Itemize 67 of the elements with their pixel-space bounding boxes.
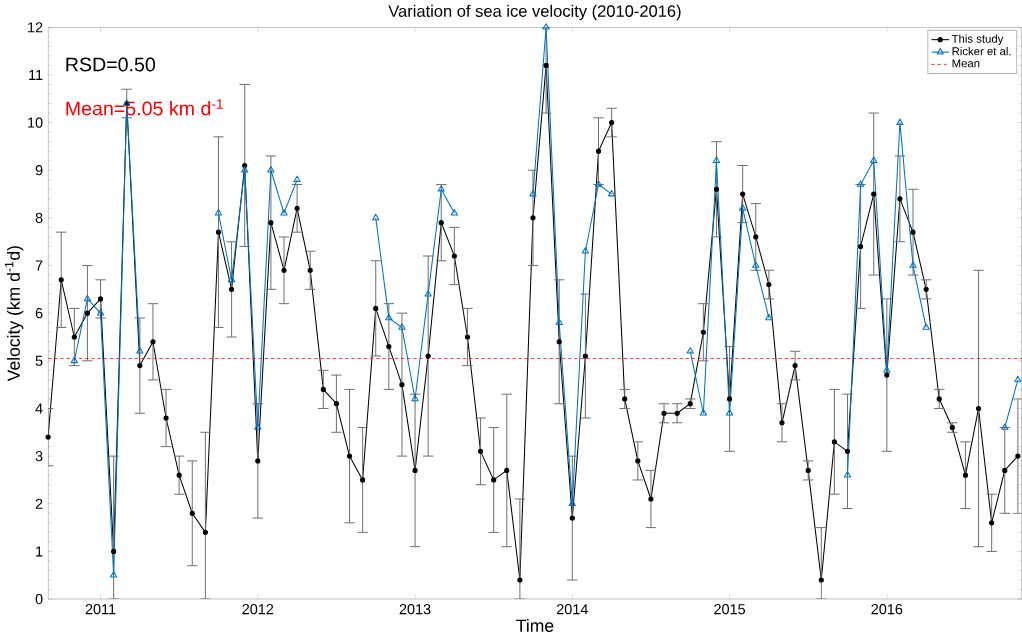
chart-title: Variation of sea ice velocity (2010-2016) <box>388 4 681 21</box>
y-tick-label: 3 <box>35 451 43 462</box>
point <box>372 213 380 221</box>
point <box>555 318 563 326</box>
x-tick-label: 2016 <box>871 604 903 615</box>
point <box>581 247 590 254</box>
legend-label: This study <box>951 34 1004 46</box>
point <box>83 294 92 302</box>
x-tick-label: 2015 <box>714 604 746 615</box>
x-tick-label: 2012 <box>242 604 274 615</box>
point <box>594 180 603 187</box>
x-tick-label: 2011 <box>85 604 116 615</box>
point <box>424 290 432 297</box>
point <box>1014 375 1022 383</box>
point <box>450 209 459 216</box>
point <box>437 185 445 192</box>
point <box>699 409 707 416</box>
point <box>293 175 301 183</box>
point <box>136 347 144 354</box>
point <box>856 180 865 187</box>
point <box>1001 423 1009 431</box>
point <box>686 347 694 354</box>
point <box>712 156 721 164</box>
legend-label: Ricker et al. <box>952 47 1011 56</box>
y-tick-label: 5 <box>35 355 43 367</box>
point <box>214 209 223 216</box>
point <box>241 166 249 173</box>
y-tick-label: 4 <box>35 403 43 414</box>
y-tick-label: 7 <box>35 260 43 271</box>
point <box>568 499 576 507</box>
y-tick-label: 6 <box>35 308 43 319</box>
point <box>739 204 747 211</box>
y-tick-label: 8 <box>35 212 43 224</box>
point <box>529 190 537 197</box>
point <box>70 356 78 364</box>
legend-label: Mean <box>952 59 980 68</box>
y-tick-label: 1 <box>36 546 43 557</box>
point <box>227 275 236 283</box>
point <box>385 313 393 321</box>
y-axis-title: Velocity (km d$^{-1}$d) <box>4 246 24 382</box>
x-axis-title: Time <box>516 619 554 633</box>
y-tick-label: 2 <box>35 498 43 509</box>
point <box>922 323 930 330</box>
annotation: RSD=0.50 <box>66 57 156 72</box>
point <box>883 366 891 373</box>
point <box>280 209 288 216</box>
point <box>607 190 616 197</box>
point <box>542 23 550 30</box>
point <box>909 261 917 269</box>
y-tick-label: 11 <box>29 70 43 81</box>
point <box>109 571 118 578</box>
y-tick-label: 10 <box>28 117 43 128</box>
y-tick-label: 12 <box>28 22 43 33</box>
y-tick-label: 9 <box>35 165 43 176</box>
x-tick-label: 2014 <box>556 604 588 615</box>
point <box>870 156 878 164</box>
point <box>398 323 406 330</box>
point <box>254 423 262 431</box>
point <box>267 166 275 173</box>
y-tick-label: 0 <box>35 594 43 605</box>
x-tick-label: 2013 <box>399 604 431 615</box>
point <box>843 471 852 478</box>
point <box>725 409 734 416</box>
point <box>765 313 773 321</box>
point <box>96 309 105 316</box>
point <box>896 118 904 126</box>
point <box>411 394 419 402</box>
